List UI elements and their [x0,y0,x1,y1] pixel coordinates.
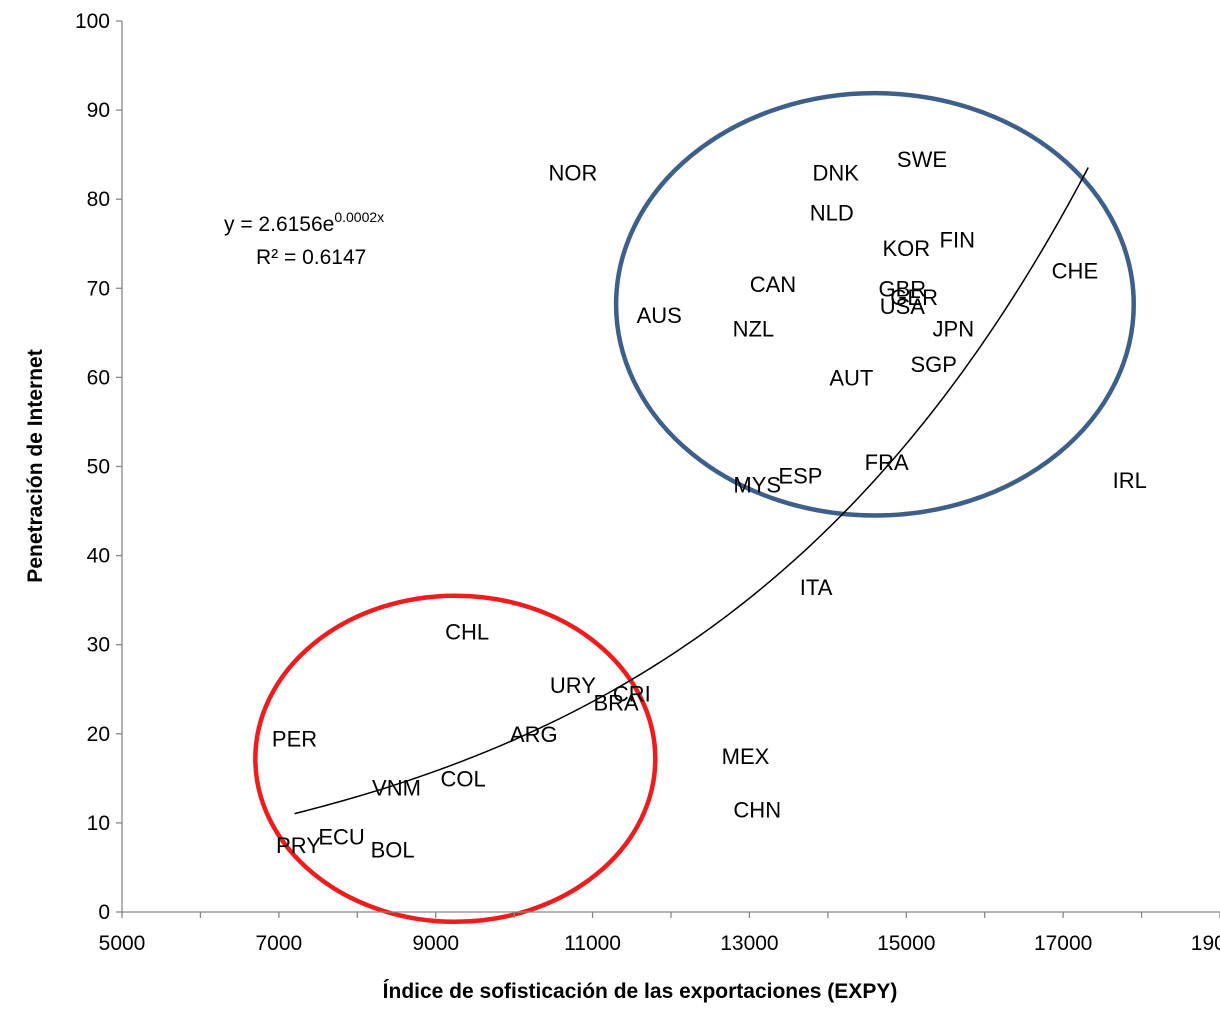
x-tick-label: 11000 [564,932,621,955]
x-tick-label: 13000 [720,932,778,955]
trendline-equation: y = 2.6156e0.0002x R² = 0.6147 [224,209,384,269]
y-tick-label: 30 [87,634,110,657]
y-tick-label: 40 [87,545,110,568]
data-point-nor: NOR [549,160,598,185]
data-point-col: COL [441,766,486,791]
data-point-can: CAN [750,272,796,297]
data-point-sgp: SGP [911,352,957,377]
data-point-dnk: DNK [812,160,859,185]
data-point-kor: KOR [882,236,930,261]
y-tick-label: 90 [87,99,110,122]
data-point-arg: ARG [510,722,558,747]
equation-label: y = 2.6156e0.0002x [224,209,384,236]
annotation-layer [253,90,1136,925]
y-tick-label: 0 [98,901,110,924]
equation-base: y = 2.6156e [224,213,334,236]
data-point-cri: CRI [613,682,651,707]
x-tick-label: 19000 [1191,932,1220,955]
y-tick-label: 10 [87,812,110,835]
data-point-mex: MEX [722,744,770,769]
axes-layer: 0 10 20 30 40 50 60 70 80 90 100 5000 7000 9000 11000 1… [75,10,1220,955]
data-point-irl: IRL [1113,468,1147,493]
y-axis-title: Penetración de Internet [24,349,47,582]
y-tick-label: 50 [87,456,110,479]
data-point-aut: AUT [829,365,873,390]
x-tick-label: 17000 [1034,932,1092,955]
data-point-jpn: JPN [933,316,975,341]
data-point-nld: NLD [810,201,854,226]
data-point-mys: MYS [733,472,781,497]
data-point-ger: GER [890,285,938,310]
data-point-ury: URY [550,673,596,698]
data-point-bra: BRA [593,691,639,716]
data-point-aus: AUS [637,303,682,328]
trendline-layer [294,167,1089,815]
data-point-fin: FIN [940,227,975,252]
y-tick-label: 60 [87,366,110,389]
r-squared-label: R² = 0.6147 [256,246,366,269]
data-point-pry: PRY [276,833,321,858]
data-point-gbr: GBR [879,276,927,301]
y-tick-label: 100 [75,10,110,33]
data-point-che: CHE [1052,258,1098,283]
cluster-ellipse-1 [613,90,1136,518]
equation-exponent: 0.0002x [334,209,384,225]
axis-titles-layer: Índice de sofisticación de las exportaci… [24,349,897,1003]
trendline [294,167,1089,815]
data-point-chl: CHL [445,619,489,644]
cluster-ellipse-2 [253,593,658,925]
y-tick-label: 20 [87,723,110,746]
data-point-ita: ITA [800,575,833,600]
data-point-vnm: VNM [372,775,421,800]
x-axis-title: Índice de sofisticación de las exportaci… [383,980,898,1003]
data-point-nzl: NZL [733,316,775,341]
y-tick-label: 80 [87,188,110,211]
x-tick-label: 9000 [412,932,459,955]
data-point-per: PER [272,726,317,751]
data-point-fra: FRA [865,450,909,475]
data-point-esp: ESP [778,463,822,488]
data-point-bol: BOL [371,838,415,863]
data-point-chn: CHN [733,798,781,823]
x-tick-label: 5000 [99,932,146,955]
x-tick-label: 15000 [877,932,935,955]
data-point-usa: USA [880,294,926,319]
y-tick-label: 70 [87,277,110,300]
x-tick-label: 7000 [255,932,302,955]
data-point-ecu: ECU [318,824,364,849]
data-point-swe: SWE [897,147,947,172]
